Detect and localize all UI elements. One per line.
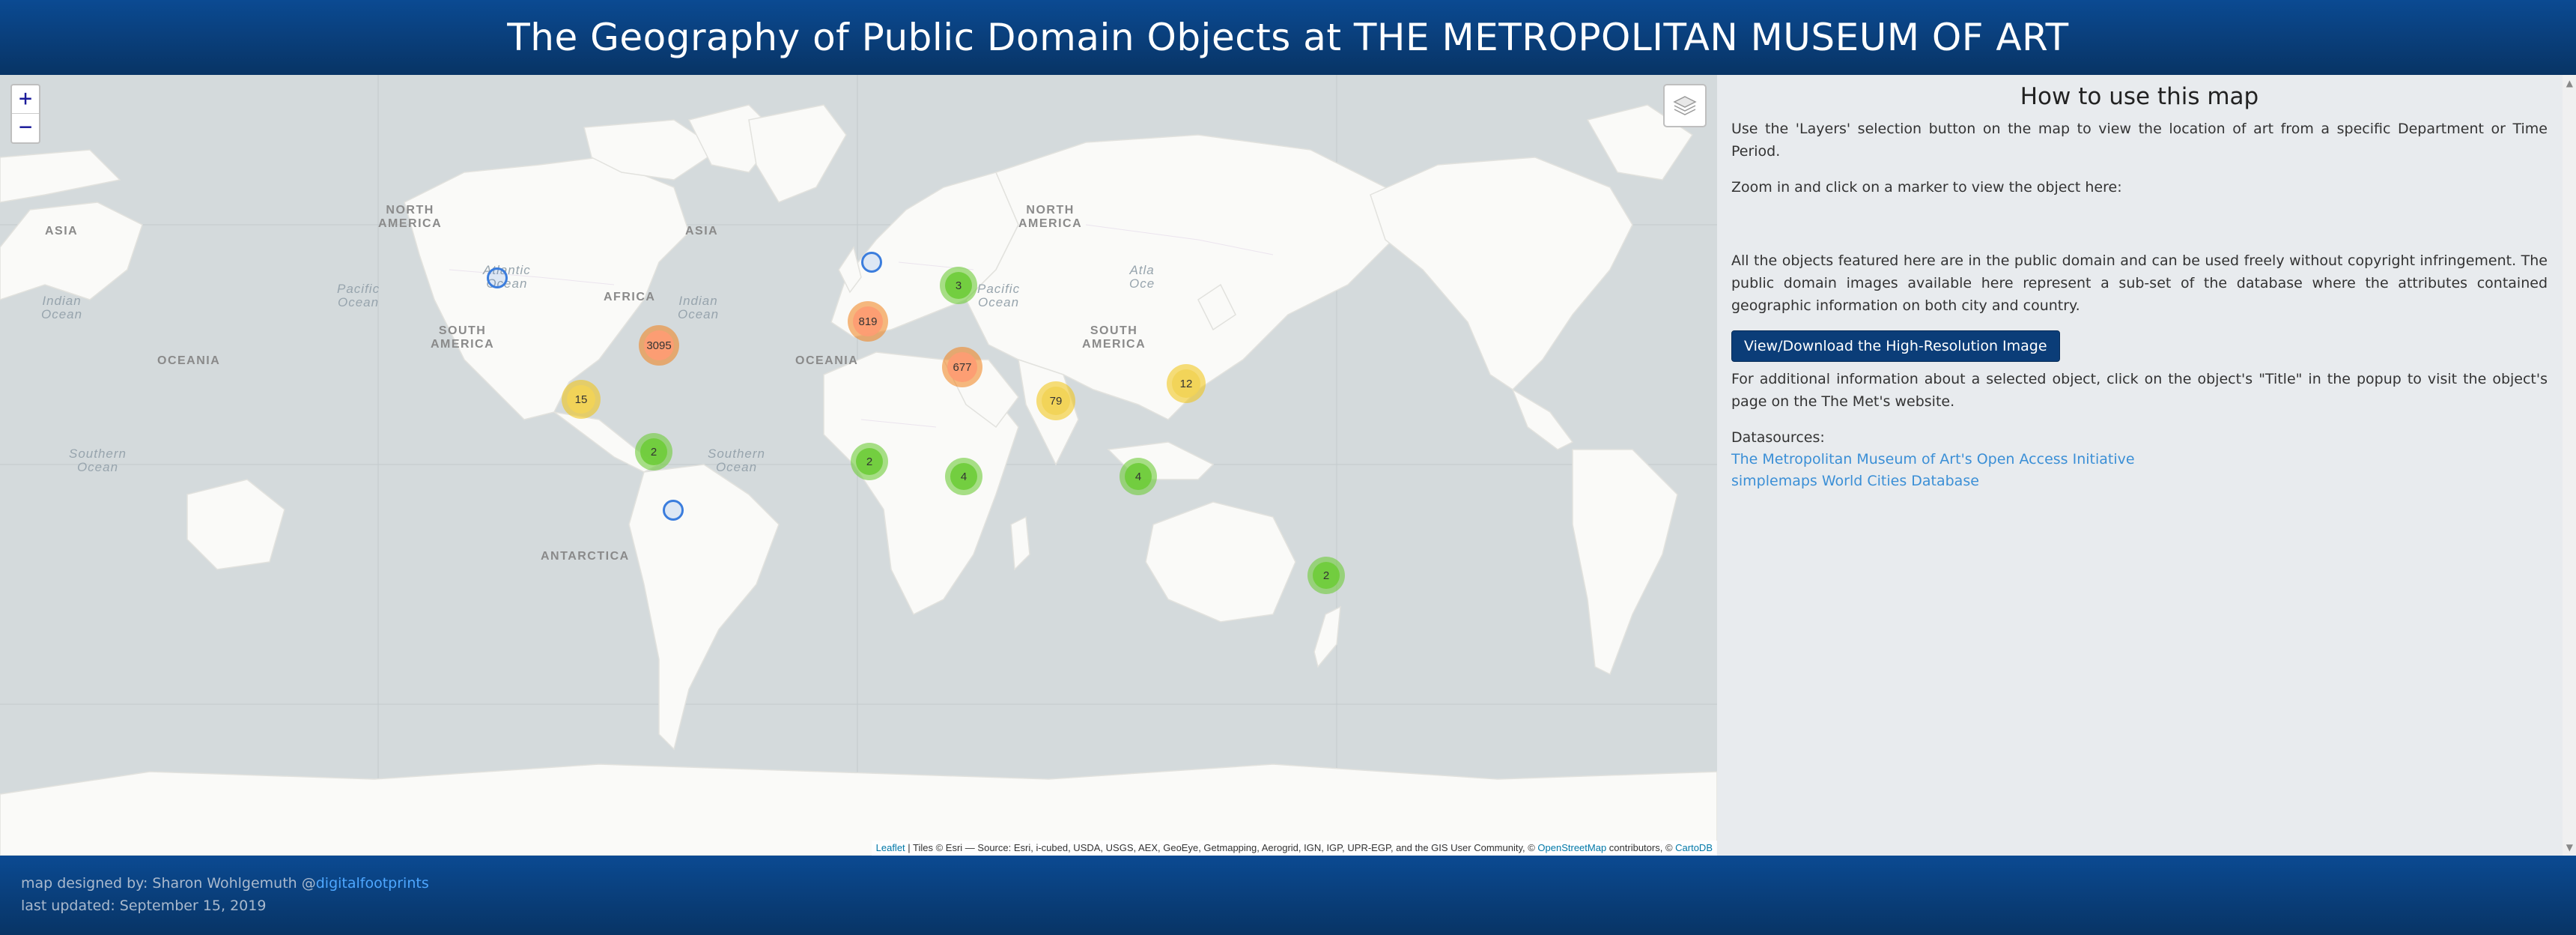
sidebar-scrollbar[interactable]: ▲ ▼ — [2563, 75, 2576, 856]
label-southern-ocean: Southern Ocean — [708, 447, 765, 474]
label-pacific-ocean-left: Pacific Ocean — [337, 282, 380, 309]
label-atlantic-ocean-right: Atla Oce — [1129, 263, 1155, 291]
point-marker[interactable] — [487, 267, 508, 288]
cluster-marker[interactable]: 819 — [848, 301, 888, 342]
page-header: The Geography of Public Domain Objects a… — [0, 0, 2576, 75]
label-southern-ocean-left: Southern Ocean — [69, 447, 127, 474]
label-asia-left: ASIA — [45, 225, 79, 237]
cluster-marker[interactable]: 79 — [1036, 381, 1075, 420]
page-footer: map designed by: Sharon Wohlgemuth @digi… — [0, 856, 2576, 935]
cluster-marker[interactable]: 15 — [562, 380, 601, 419]
object-viewer — [1731, 212, 2548, 249]
zoom-control: + − — [10, 84, 40, 144]
sidebar-panel: ▲ ▼ How to use this map Use the 'Layers'… — [1717, 75, 2576, 856]
cluster-marker[interactable]: 2 — [635, 433, 672, 470]
label-indian-ocean-left: Indian Ocean — [41, 294, 83, 321]
label-north-america-right: NORTH AMERICA — [1018, 204, 1083, 230]
designer-credit: map designed by: Sharon Wohlgemuth @digi… — [21, 872, 2555, 895]
met-open-access-link[interactable]: The Metropolitan Museum of Art's Open Ac… — [1731, 451, 2135, 468]
label-south-america: SOUTH AMERICA — [431, 324, 495, 351]
basemap — [0, 75, 1717, 856]
label-north-america: NORTH AMERICA — [378, 204, 443, 230]
zoom-out-button[interactable]: − — [18, 114, 33, 140]
cluster-marker[interactable]: 2 — [1307, 557, 1345, 594]
cluster-marker[interactable]: 4 — [1120, 458, 1157, 495]
layers-button[interactable] — [1663, 84, 1707, 127]
label-antarctica: ANTARCTICA — [541, 550, 630, 563]
digitalfootprints-link[interactable]: digitalfootprints — [315, 875, 429, 892]
label-oceania: OCEANIA — [795, 354, 859, 367]
point-marker[interactable] — [861, 252, 882, 273]
designer-credit-text: map designed by: Sharon Wohlgemuth @ — [21, 875, 316, 892]
additional-info-note: For additional information about a selec… — [1731, 371, 2548, 410]
attribution-text: | Tiles © Esri — Source: Esri, i-cubed, … — [905, 842, 1538, 853]
cartodb-link[interactable]: CartoDB — [1675, 842, 1713, 853]
openstreetmap-link[interactable]: OpenStreetMap — [1537, 842, 1607, 853]
map-attribution: Leaflet | Tiles © Esri — Source: Esri, i… — [871, 841, 1717, 856]
label-pacific-ocean-right: Pacific Ocean — [977, 282, 1021, 309]
page-title: The Geography of Public Domain Objects a… — [507, 16, 2069, 59]
scroll-down-icon[interactable]: ▼ — [2566, 842, 2573, 853]
label-indian-ocean: Indian Ocean — [678, 294, 720, 321]
sidebar-title: How to use this map — [2020, 83, 2259, 110]
cluster-marker[interactable]: 4 — [945, 458, 982, 495]
datasources-label: Datasources: — [1731, 429, 1825, 446]
label-africa: AFRICA — [604, 291, 656, 303]
scroll-up-icon[interactable]: ▲ — [2566, 78, 2573, 88]
cluster-marker[interactable]: 3095 — [639, 325, 679, 366]
layers-icon — [1673, 96, 1697, 115]
cluster-marker[interactable]: 3 — [940, 267, 977, 304]
zoom-in-button[interactable]: + — [12, 85, 39, 114]
point-marker[interactable] — [663, 500, 684, 521]
cluster-marker[interactable]: 12 — [1167, 364, 1206, 403]
simplemaps-link[interactable]: simplemaps World Cities Database — [1731, 473, 1979, 489]
cluster-marker[interactable]: 677 — [942, 347, 982, 387]
instructions-layers: Use the 'Layers' selection button on the… — [1731, 121, 2548, 160]
last-updated: last updated: September 15, 2019 — [21, 898, 267, 914]
leaflet-link[interactable]: Leaflet — [875, 842, 905, 853]
public-domain-note: All the objects featured here are in the… — [1731, 252, 2548, 314]
cluster-marker[interactable]: 2 — [851, 443, 888, 480]
label-asia: ASIA — [685, 225, 719, 237]
attribution-text-2: contributors, © — [1606, 842, 1676, 853]
world-map[interactable]: ASIA NORTH AMERICA ASIA AFRICA SOUTH AME… — [0, 75, 1717, 856]
download-image-button[interactable]: View/Download the High-Resolution Image — [1731, 330, 2060, 362]
instructions-zoom: Zoom in and click on a marker to view th… — [1731, 179, 2122, 196]
label-oceania-left: OCEANIA — [157, 354, 221, 367]
label-south-america-right: SOUTH AMERICA — [1082, 324, 1146, 351]
